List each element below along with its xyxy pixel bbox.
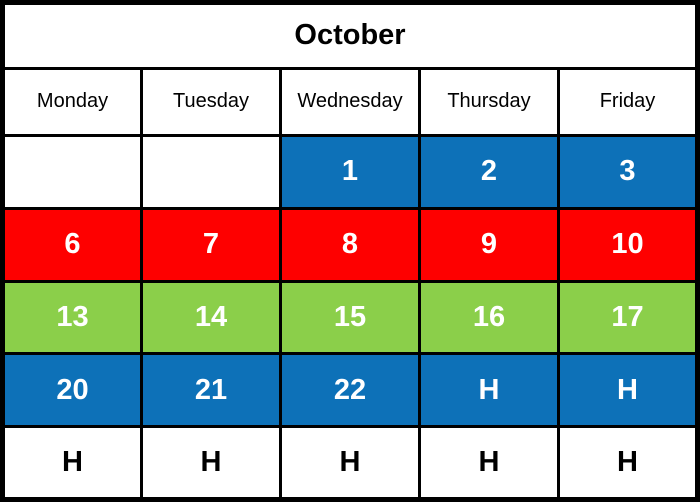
calendar-week-row-4: 20 21 22 H H bbox=[1, 352, 699, 429]
day-header-thursday: Thursday bbox=[418, 66, 560, 138]
calendar-cell: 22 bbox=[279, 352, 421, 429]
calendar-cell: 21 bbox=[140, 352, 282, 429]
calendar-cell: H bbox=[557, 352, 699, 429]
calendar-cell: 20 bbox=[1, 352, 143, 429]
calendar-cell: 6 bbox=[1, 206, 143, 283]
calendar-day-header-row: Monday Tuesday Wednesday Thursday Friday bbox=[1, 66, 699, 138]
calendar-title: October bbox=[1, 1, 699, 70]
calendar-cell: H bbox=[418, 425, 560, 501]
calendar-cell: H bbox=[557, 425, 699, 501]
calendar-cell: 3 bbox=[557, 134, 699, 210]
calendar-cell: H bbox=[418, 352, 560, 429]
calendar-cell: 8 bbox=[279, 206, 421, 283]
calendar-week-row-2: 6 7 8 9 10 bbox=[1, 206, 699, 283]
calendar-week-row-1: 1 2 3 bbox=[1, 134, 699, 210]
calendar-week-row-5: H H H H H bbox=[1, 425, 699, 501]
calendar-cell: 10 bbox=[557, 206, 699, 283]
calendar-cell: 9 bbox=[418, 206, 560, 283]
calendar-cell: 16 bbox=[418, 279, 560, 356]
calendar-week-row-3: 13 14 15 16 17 bbox=[1, 279, 699, 356]
day-header-wednesday: Wednesday bbox=[279, 66, 421, 138]
calendar-cell bbox=[140, 134, 282, 210]
calendar-cell: H bbox=[279, 425, 421, 501]
day-header-monday: Monday bbox=[1, 66, 143, 138]
calendar-cell bbox=[1, 134, 143, 210]
day-header-tuesday: Tuesday bbox=[140, 66, 282, 138]
calendar-cell: 1 bbox=[279, 134, 421, 210]
calendar-cell: H bbox=[140, 425, 282, 501]
calendar-cell: 13 bbox=[1, 279, 143, 356]
calendar-cell: 2 bbox=[418, 134, 560, 210]
day-header-friday: Friday bbox=[557, 66, 699, 138]
calendar-cell: 14 bbox=[140, 279, 282, 356]
calendar-cell: H bbox=[1, 425, 143, 501]
calendar-cell: 15 bbox=[279, 279, 421, 356]
calendar-cell: 17 bbox=[557, 279, 699, 356]
calendar-cell: 7 bbox=[140, 206, 282, 283]
calendar-title-row: October bbox=[1, 1, 699, 70]
